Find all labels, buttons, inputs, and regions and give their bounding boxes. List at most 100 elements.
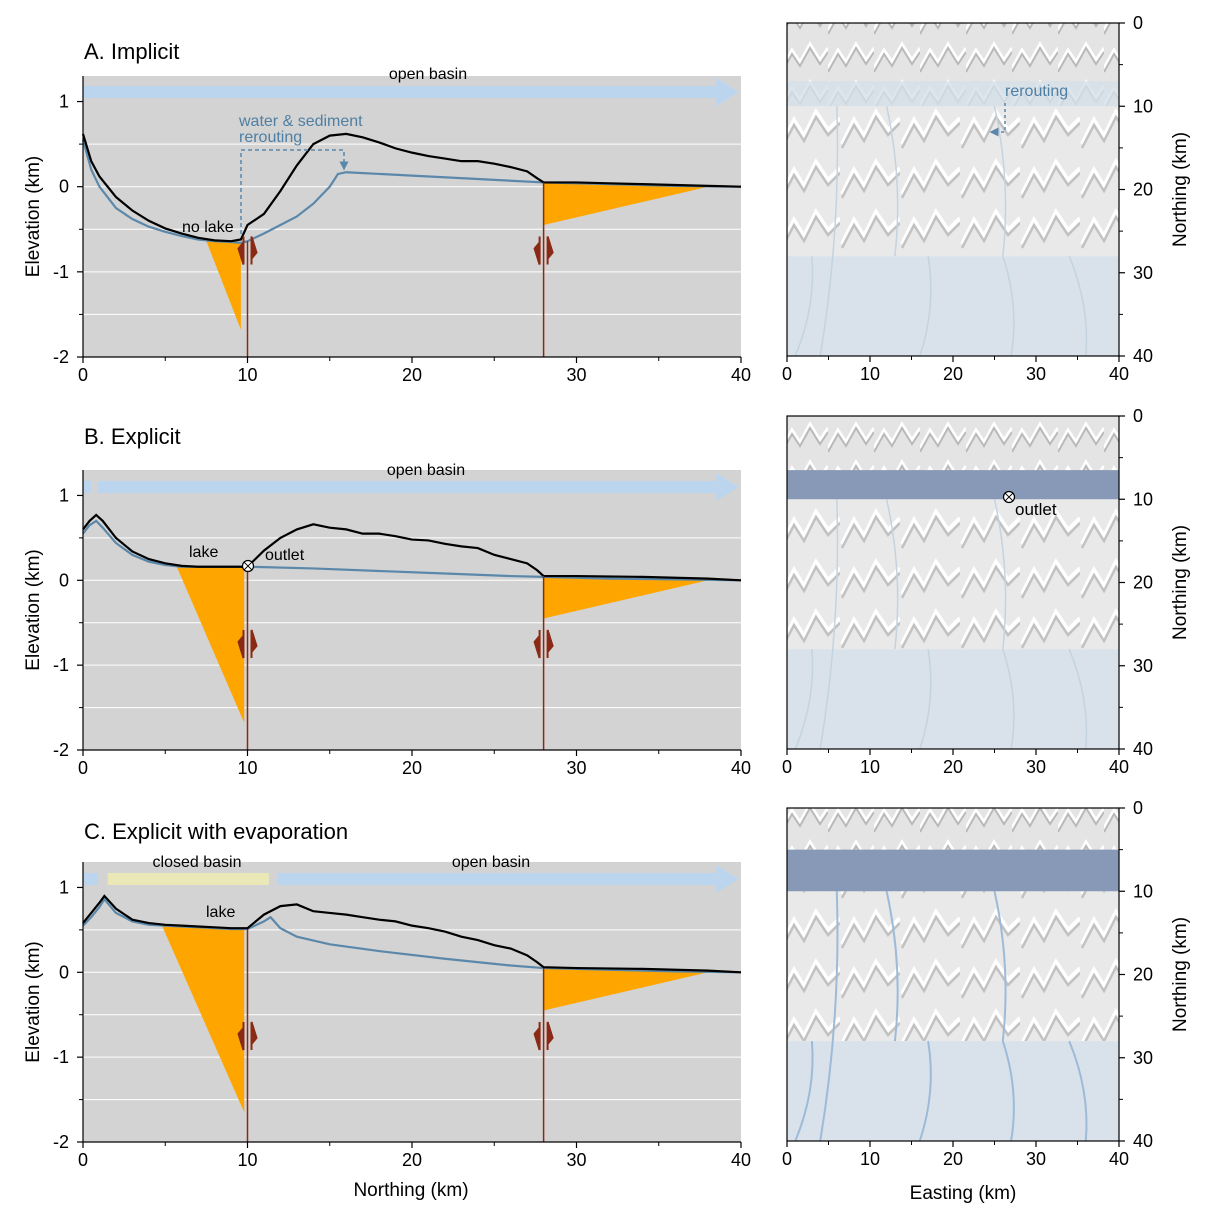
panel-a-basin-bars bbox=[83, 78, 739, 106]
y-tick-label: 1 bbox=[59, 485, 69, 505]
y-tick-label: -1 bbox=[53, 655, 69, 675]
x-tick-label: 40 bbox=[731, 365, 751, 385]
hanging-wall-basin bbox=[787, 1041, 1119, 1141]
y-axis-title: Elevation (km) bbox=[23, 549, 44, 670]
lake-extent bbox=[787, 849, 1119, 892]
panel-c-open-basin-label: open basin bbox=[452, 854, 530, 871]
panel-c-profiles bbox=[82, 894, 742, 974]
hanging-wall-basin bbox=[787, 256, 1119, 356]
lake-extent bbox=[787, 470, 1119, 500]
map-x-tick-label: 20 bbox=[943, 757, 963, 777]
x-tick-label: 40 bbox=[731, 1150, 751, 1170]
fault-slip-arrow-up bbox=[237, 629, 245, 659]
panel-c-basin-bars bbox=[83, 865, 739, 893]
y-tick-label: -2 bbox=[53, 347, 69, 367]
panel-a-gridlines bbox=[83, 143, 741, 315]
map-y-tick-label: 0 bbox=[1133, 13, 1143, 33]
y-tick-label: 0 bbox=[59, 177, 69, 197]
x-tick-label: 20 bbox=[402, 365, 422, 385]
profile-panel-c: C. Explicit with evaporation 0 10 20 30 4010… bbox=[23, 819, 751, 1201]
footwall-terrain bbox=[787, 499, 1119, 650]
drainage-channel bbox=[819, 106, 839, 357]
panel-a-open-basin-label: open basin bbox=[389, 66, 467, 83]
drainage-channel bbox=[993, 106, 1007, 257]
panel-b-faults bbox=[237, 566, 554, 750]
panel-b-outlet-label: outlet bbox=[265, 547, 305, 564]
map-y-tick-label: 10 bbox=[1133, 489, 1153, 509]
drainage-channel bbox=[1002, 255, 1015, 357]
fault-slip-arrow-down bbox=[250, 1021, 258, 1050]
drainage-channel bbox=[819, 891, 839, 1142]
drainage-channel bbox=[993, 499, 1007, 650]
open-basin-bar bbox=[97, 481, 717, 493]
y-tick-label: 0 bbox=[59, 570, 69, 590]
y-tick-label: -2 bbox=[53, 740, 69, 760]
map-a-axes: 0 10 20 30 40 0 10 20 30 40 Northing (km) bbox=[782, 13, 1191, 384]
x-tick-label: 10 bbox=[237, 1150, 257, 1170]
panel-a-rerouting-arrow bbox=[240, 149, 349, 234]
x-tick-label: 40 bbox=[731, 758, 751, 778]
drainage-channel bbox=[794, 649, 814, 750]
map-c-hillshade bbox=[787, 808, 1119, 1142]
drainage-channel bbox=[794, 1041, 814, 1142]
panel-b-lake-label: lake bbox=[189, 544, 218, 561]
map-x-tick-label: 30 bbox=[1026, 757, 1046, 777]
map-y-tick-label: 30 bbox=[1133, 1048, 1153, 1068]
sediment-wedge bbox=[206, 241, 241, 330]
drainage-channel bbox=[1001, 1040, 1015, 1142]
panel-c-lake-label: lake bbox=[206, 904, 235, 921]
map-y-tick-label: 0 bbox=[1133, 406, 1143, 426]
open-basin-bar bbox=[277, 873, 717, 885]
map-x-tick-label: 10 bbox=[860, 757, 880, 777]
drainage-channel bbox=[794, 256, 814, 357]
topography-line bbox=[82, 513, 742, 582]
x-tick-label: 0 bbox=[78, 758, 88, 778]
panel-c-title: C. Explicit with evaporation bbox=[84, 819, 348, 844]
map-x-tick-label: 40 bbox=[1109, 1149, 1129, 1169]
fault-slip-arrow-up bbox=[533, 629, 541, 659]
panel-b-open-basin-label: open basin bbox=[387, 462, 465, 479]
x-tick-label: 10 bbox=[237, 365, 257, 385]
fault-slip-arrow-down bbox=[250, 629, 258, 658]
drainage-channel bbox=[993, 891, 1007, 1042]
map-x-axis-title: Easting (km) bbox=[910, 1183, 1017, 1204]
profile-x-axis-title: Northing (km) bbox=[353, 1180, 468, 1201]
panel-b-title: B. Explicit bbox=[84, 424, 181, 449]
drainage-channel bbox=[885, 499, 899, 650]
topography-line bbox=[82, 894, 742, 974]
map-panel-b: 0 10 20 30 40 0 10 20 30 40 Northing (km) outlet bbox=[782, 406, 1191, 777]
panel-b-sediment-wedges bbox=[176, 566, 709, 723]
open-basin-arrowhead bbox=[716, 865, 739, 893]
fault-slip-arrow-up bbox=[533, 236, 541, 265]
map-y-tick-label: 20 bbox=[1133, 180, 1153, 200]
panel-b-outlet-marker bbox=[241, 559, 255, 573]
x-tick-label: 0 bbox=[78, 365, 88, 385]
map-y-tick-label: 20 bbox=[1133, 965, 1153, 985]
fault-slip-arrow-down bbox=[546, 1021, 554, 1050]
x-tick-label: 20 bbox=[402, 1150, 422, 1170]
map-y-tick-label: 40 bbox=[1133, 739, 1153, 759]
drainage-channel bbox=[919, 648, 932, 750]
y-tick-label: -2 bbox=[53, 1132, 69, 1152]
map-y-tick-label: 0 bbox=[1133, 798, 1143, 818]
open-basin-bar bbox=[83, 481, 92, 493]
map-x-tick-label: 30 bbox=[1026, 1149, 1046, 1169]
fault-slip-arrow-down bbox=[546, 236, 554, 265]
drainage-channel bbox=[819, 499, 839, 750]
map-y-tick-label: 30 bbox=[1133, 263, 1153, 283]
panel-a-plot-area bbox=[83, 76, 741, 357]
map-y-tick-label: 40 bbox=[1133, 346, 1153, 366]
map-x-tick-label: 10 bbox=[860, 1149, 880, 1169]
x-tick-label: 0 bbox=[78, 1150, 88, 1170]
map-b-hillshade bbox=[787, 416, 1119, 750]
y-tick-label: 0 bbox=[59, 962, 69, 982]
map-x-tick-label: 0 bbox=[782, 757, 792, 777]
drainage-channel bbox=[918, 1040, 932, 1142]
panel-c-closed-basin-label: closed basin bbox=[153, 854, 242, 871]
panel-a-no-lake-label: no lake bbox=[182, 219, 234, 236]
drainage-channel bbox=[1068, 648, 1088, 750]
panel-a-sediment-wedges bbox=[206, 182, 709, 330]
map-y-tick-label: 10 bbox=[1133, 881, 1153, 901]
sediment-wedge bbox=[176, 566, 245, 723]
open-basin-arrowhead bbox=[716, 78, 739, 106]
